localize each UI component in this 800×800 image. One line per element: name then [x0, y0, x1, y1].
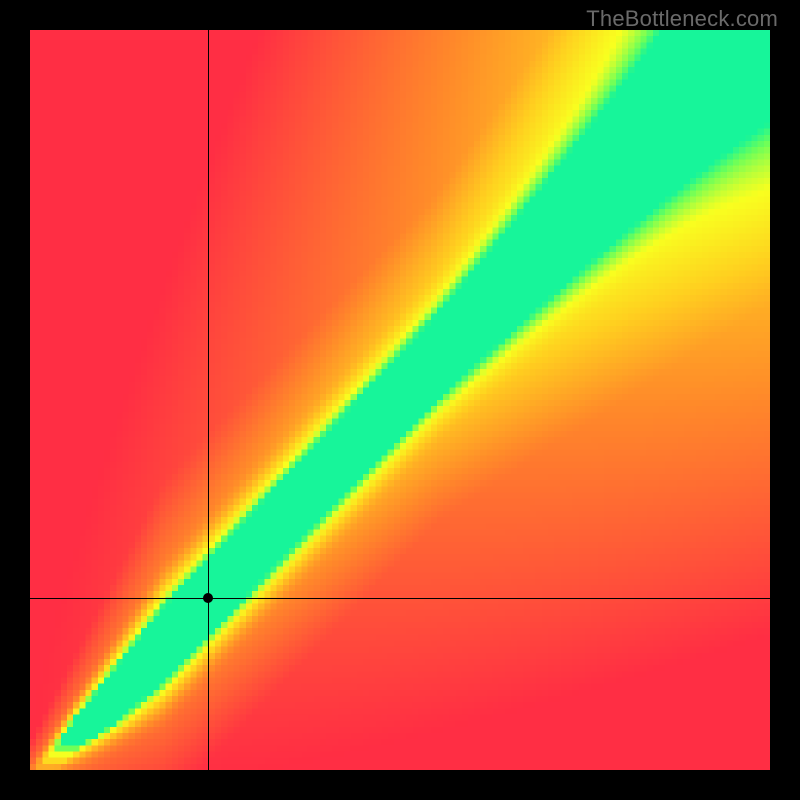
- crosshair-point: [203, 593, 213, 603]
- watermark-text: TheBottleneck.com: [586, 6, 778, 32]
- plot-area: [30, 30, 770, 770]
- crosshair-vertical: [208, 30, 209, 770]
- heatmap-canvas: [30, 30, 770, 770]
- chart-container: TheBottleneck.com: [0, 0, 800, 800]
- crosshair-horizontal: [30, 598, 770, 599]
